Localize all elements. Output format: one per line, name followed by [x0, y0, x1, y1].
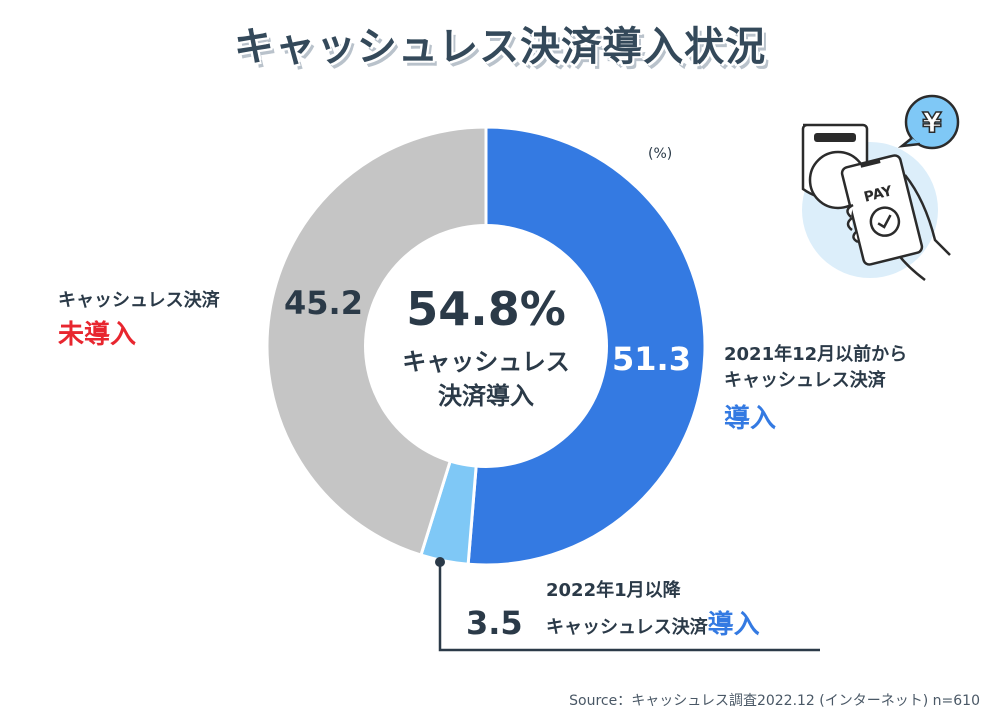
value-before: 51.3: [612, 340, 691, 378]
label-not-adopted-emph: 未導入: [58, 320, 137, 350]
center-label-1: キャッシュレス: [402, 348, 570, 376]
yen-icon: ¥: [922, 106, 942, 139]
label-after-1: 2022年1月以降: [546, 580, 681, 601]
donut-hole: [364, 224, 608, 468]
label-before-1: 2021年12月以前から: [724, 344, 908, 365]
value-after: 3.5: [466, 604, 523, 642]
chart-title: キャッシュレス決済導入状況: [233, 24, 767, 70]
label-not-adopted: キャッシュレス決済: [58, 290, 220, 311]
label-after-emph: 導入: [707, 610, 760, 640]
center-label-2: 決済導入: [438, 382, 534, 410]
unit-label: (%): [648, 146, 673, 162]
leader-line: [438, 562, 820, 652]
value-not-adopted: 45.2: [284, 284, 363, 322]
pay-text: PAY: [862, 183, 894, 206]
label-after-2: キャッシュレス決済: [546, 617, 708, 638]
center-value: 54.8%: [406, 282, 566, 336]
source-note: Source：キャッシュレス調査2022.12 (インターネット) n=610: [569, 693, 980, 709]
label-before-emph: 導入: [724, 404, 777, 434]
label-before-2: キャッシュレス決済: [724, 370, 886, 391]
leader-dot: [435, 557, 445, 567]
payment-illustration: PAY ¥: [801, 94, 960, 281]
